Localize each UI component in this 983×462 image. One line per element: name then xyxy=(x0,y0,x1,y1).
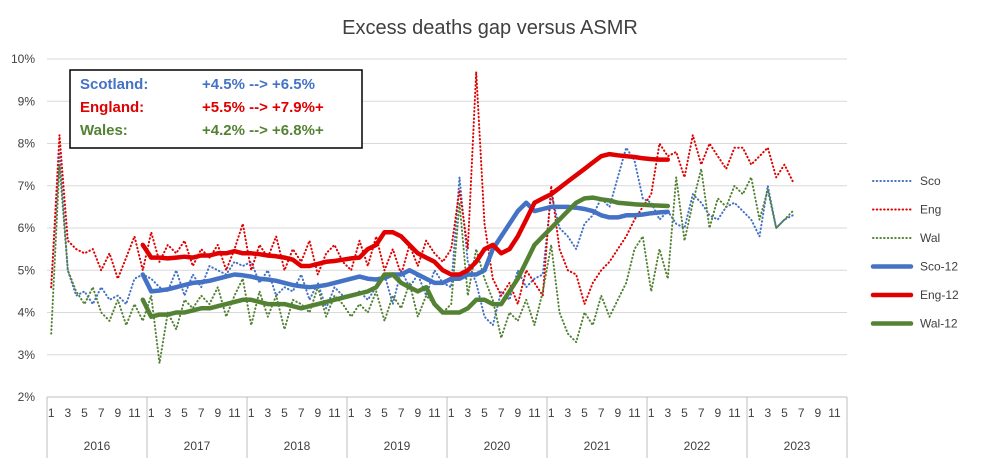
x-tick-label: 3 xyxy=(164,406,171,420)
legend-label-eng: Eng xyxy=(920,203,941,217)
year-label: 2018 xyxy=(284,439,311,453)
x-tick-label: 11 xyxy=(328,406,341,420)
x-tick-label: 1 xyxy=(548,406,555,420)
y-tick-label: 9% xyxy=(18,94,36,108)
x-tick-label: 9 xyxy=(614,406,621,420)
x-tick-label: 5 xyxy=(581,406,588,420)
x-tick-label: 9 xyxy=(514,406,521,420)
x-tick-label: 1 xyxy=(248,406,255,420)
x-tick-label: 5 xyxy=(281,406,288,420)
x-tick-label: 7 xyxy=(498,406,505,420)
x-tick-label: 1 xyxy=(448,406,455,420)
x-tick-label: 7 xyxy=(298,406,305,420)
legend: Sco Eng Wal Sco-12 Eng-12 Wal-12 xyxy=(870,174,959,331)
series-line-eng-12 xyxy=(140,151,671,277)
x-tick-label: 5 xyxy=(481,406,488,420)
annotation-scotland-value: +4.5% --> +6.5% xyxy=(202,76,315,93)
x-tick-label: 3 xyxy=(664,406,671,420)
y-tick-label: 7% xyxy=(18,179,36,193)
legend-label-wal: Wal xyxy=(920,231,940,245)
x-tick-label: 11 xyxy=(628,406,641,420)
x-tick-label: 5 xyxy=(181,406,188,420)
series-lines xyxy=(50,70,794,365)
x-tick-label: 11 xyxy=(728,406,741,420)
x-tick-label: 5 xyxy=(81,406,88,420)
y-tick-label: 4% xyxy=(18,306,36,320)
x-tick-label: 11 xyxy=(828,406,841,420)
x-tick-label: 9 xyxy=(114,406,121,420)
x-tick-label: 9 xyxy=(214,406,221,420)
year-label: 2019 xyxy=(384,439,411,453)
x-tick-label: 11 xyxy=(128,406,141,420)
x-tick-label: 7 xyxy=(798,406,805,420)
x-tick-label: 1 xyxy=(648,406,655,420)
chart-title: Excess deaths gap versus ASMR xyxy=(342,17,638,39)
y-tick-label: 10% xyxy=(11,52,35,66)
series-line-wal-12 xyxy=(140,195,671,319)
x-tick-label: 3 xyxy=(564,406,571,420)
x-tick-label: 5 xyxy=(381,406,388,420)
x-tick-label: 9 xyxy=(714,406,721,420)
x-tick-label: 7 xyxy=(598,406,605,420)
y-tick-label: 2% xyxy=(18,390,36,404)
x-tick-label: 1 xyxy=(748,406,755,420)
x-tick-label: 3 xyxy=(364,406,371,420)
x-tick-label: 5 xyxy=(681,406,688,420)
legend-label-eng-12: Eng-12 xyxy=(920,288,959,302)
annotation-scotland-label: Scotland: xyxy=(80,76,148,93)
x-tick-label: 7 xyxy=(398,406,405,420)
annotation-frame xyxy=(69,69,363,149)
series-line-wal xyxy=(50,163,794,365)
y-tick-label: 8% xyxy=(18,137,36,151)
annotation-england-label: England: xyxy=(80,99,144,116)
y-tick-label: 3% xyxy=(18,348,36,362)
year-label: 2021 xyxy=(584,439,611,453)
y-tick-label: 5% xyxy=(18,263,36,277)
year-label: 2023 xyxy=(784,439,811,453)
year-label: 2016 xyxy=(84,439,111,453)
annotation-wales-value: +4.2% --> +6.8%+ xyxy=(202,122,324,139)
annotation-box: Scotland: +4.5% --> +6.5% England: +5.5%… xyxy=(69,69,363,149)
x-tick-label: 1 xyxy=(148,406,155,420)
series-line-eng xyxy=(50,70,794,306)
x-tick-label: 1 xyxy=(348,406,355,420)
x-tick-label: 9 xyxy=(414,406,421,420)
x-tick-label: 1 xyxy=(48,406,55,420)
year-label: 2022 xyxy=(684,439,711,453)
x-tick-label: 11 xyxy=(528,406,541,420)
legend-label-wal-12: Wal-12 xyxy=(920,317,958,331)
y-axis: 2% 3% 4% 5% 6% 7% 8% 9% 10% xyxy=(11,52,35,404)
x-tick-label: 3 xyxy=(64,406,71,420)
y-tick-label: 6% xyxy=(18,221,36,235)
x-tick-label: 7 xyxy=(98,406,105,420)
legend-label-sco: Sco xyxy=(920,174,941,188)
x-tick-label: 11 xyxy=(428,406,441,420)
series-line-sco xyxy=(50,146,794,327)
x-tick-label: 7 xyxy=(698,406,705,420)
x-tick-label: 3 xyxy=(264,406,271,420)
x-tick-label: 5 xyxy=(781,406,788,420)
x-tick-label: 3 xyxy=(764,406,771,420)
x-tick-label: 7 xyxy=(198,406,205,420)
annotation-england-value: +5.5% --> +7.9%+ xyxy=(202,99,324,116)
x-tick-label: 9 xyxy=(814,406,821,420)
year-label: 2020 xyxy=(484,439,511,453)
x-tick-label: 3 xyxy=(464,406,471,420)
year-label: 2017 xyxy=(184,439,211,453)
x-tick-label: 11 xyxy=(228,406,241,420)
legend-label-sco-12: Sco-12 xyxy=(920,260,958,274)
series-line-sco-12 xyxy=(140,200,671,294)
annotation-wales-label: Wales: xyxy=(80,122,128,139)
x-tick-label: 9 xyxy=(314,406,321,420)
